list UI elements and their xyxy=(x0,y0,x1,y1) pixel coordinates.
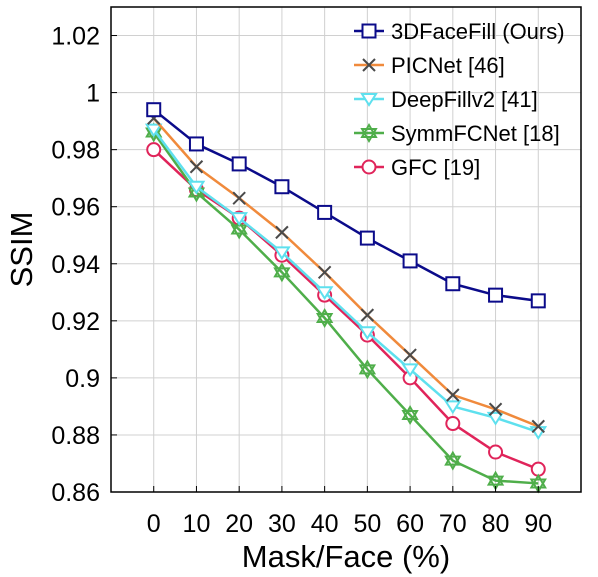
data-point xyxy=(274,179,290,195)
legend-label: PICNet [46] xyxy=(391,53,505,78)
grid-layer xyxy=(111,7,581,493)
legend-marker xyxy=(360,123,378,143)
data-point xyxy=(443,400,462,415)
data-point xyxy=(445,416,461,432)
tick-layer: 0 10 20 30 40 50 60 70 80 90 0.86 0.88 0.9 0.92 0.94 0.… xyxy=(51,23,552,538)
legend-label: GFC [19] xyxy=(391,155,480,180)
x-tick-label: 50 xyxy=(353,510,381,538)
data-point xyxy=(401,363,419,378)
x-tick-label: 0 xyxy=(147,510,161,538)
data-point xyxy=(146,142,162,158)
x-tick-label: 90 xyxy=(524,510,552,538)
series-2 xyxy=(144,123,548,440)
data-point xyxy=(445,276,461,292)
data-point xyxy=(317,265,332,280)
y-tick-label: 1.02 xyxy=(51,23,100,51)
legend-item: SymmFCNet [18] xyxy=(354,121,560,146)
legend-item: GFC [19] xyxy=(354,155,480,180)
data-point xyxy=(231,156,247,172)
series-1-line xyxy=(152,117,539,428)
series-3-line xyxy=(152,131,539,485)
series-0-line xyxy=(152,108,539,303)
series-0 xyxy=(146,102,546,309)
x-tick-label: 80 xyxy=(482,510,510,538)
data-point xyxy=(401,404,419,425)
legend-label: DeepFillv2 [41] xyxy=(391,87,538,112)
data-point xyxy=(488,287,504,303)
y-tick-label: 0.94 xyxy=(51,251,100,279)
y-tick-label: 0.86 xyxy=(51,479,100,507)
legend-item: PICNet [46] xyxy=(354,53,505,78)
y-tick-label: 0.98 xyxy=(51,137,100,165)
x-tick-label: 30 xyxy=(268,510,296,538)
y-tick-label: 0.9 xyxy=(65,365,100,393)
data-point xyxy=(275,225,289,240)
series-3 xyxy=(145,122,547,494)
x-axis-title: Mask/Face (%) xyxy=(242,539,450,574)
y-axis-title: SSIM xyxy=(4,212,39,288)
legend: 3DFaceFill (Ours) PICNet [46] DeepFillv2 [… xyxy=(354,19,565,180)
data-point xyxy=(189,160,204,174)
data-point xyxy=(188,136,204,152)
data-point xyxy=(273,262,291,283)
data-point xyxy=(315,286,334,301)
legend-label: 3DFaceFill (Ours) xyxy=(391,19,565,44)
data-point xyxy=(360,308,375,322)
series-layer xyxy=(144,102,548,494)
data-point xyxy=(317,204,333,220)
series-2-line xyxy=(152,128,539,434)
x-tick-label: 10 xyxy=(183,510,211,538)
legend-item: 3DFaceFill (Ours) xyxy=(354,19,565,44)
data-point xyxy=(273,246,291,261)
data-point xyxy=(144,123,163,138)
legend-marker xyxy=(361,159,377,175)
data-point xyxy=(230,212,249,226)
data-point xyxy=(531,419,545,434)
data-point xyxy=(403,348,417,362)
data-point xyxy=(488,444,504,460)
legend-item: DeepFillv2 [41] xyxy=(354,87,538,112)
data-point xyxy=(444,450,462,471)
data-point xyxy=(446,388,460,402)
data-point xyxy=(232,191,246,205)
x-tick-label: 20 xyxy=(225,510,253,538)
data-point xyxy=(359,230,375,246)
x-tick-label: 70 xyxy=(439,510,467,538)
plot-frame xyxy=(110,6,582,493)
y-tick-label: 0.88 xyxy=(51,422,100,450)
data-point xyxy=(187,180,206,195)
legend-marker xyxy=(361,23,377,39)
data-point xyxy=(315,307,334,328)
legend-label: SymmFCNet [18] xyxy=(391,121,560,146)
series-1 xyxy=(147,111,545,434)
data-point xyxy=(486,411,505,426)
data-point xyxy=(146,102,162,118)
data-point xyxy=(530,293,546,309)
x-tick-label: 60 xyxy=(396,510,424,538)
x-tick-label: 40 xyxy=(311,510,339,538)
y-tick-label: 1 xyxy=(86,80,100,108)
data-point xyxy=(402,253,418,269)
data-point xyxy=(358,359,377,380)
data-point xyxy=(486,470,505,491)
legend-marker xyxy=(360,93,378,107)
legend-marker xyxy=(362,58,376,72)
data-point xyxy=(358,326,377,341)
data-point xyxy=(488,402,503,416)
y-tick-label: 0.92 xyxy=(51,308,100,336)
y-tick-label: 0.96 xyxy=(51,194,100,222)
